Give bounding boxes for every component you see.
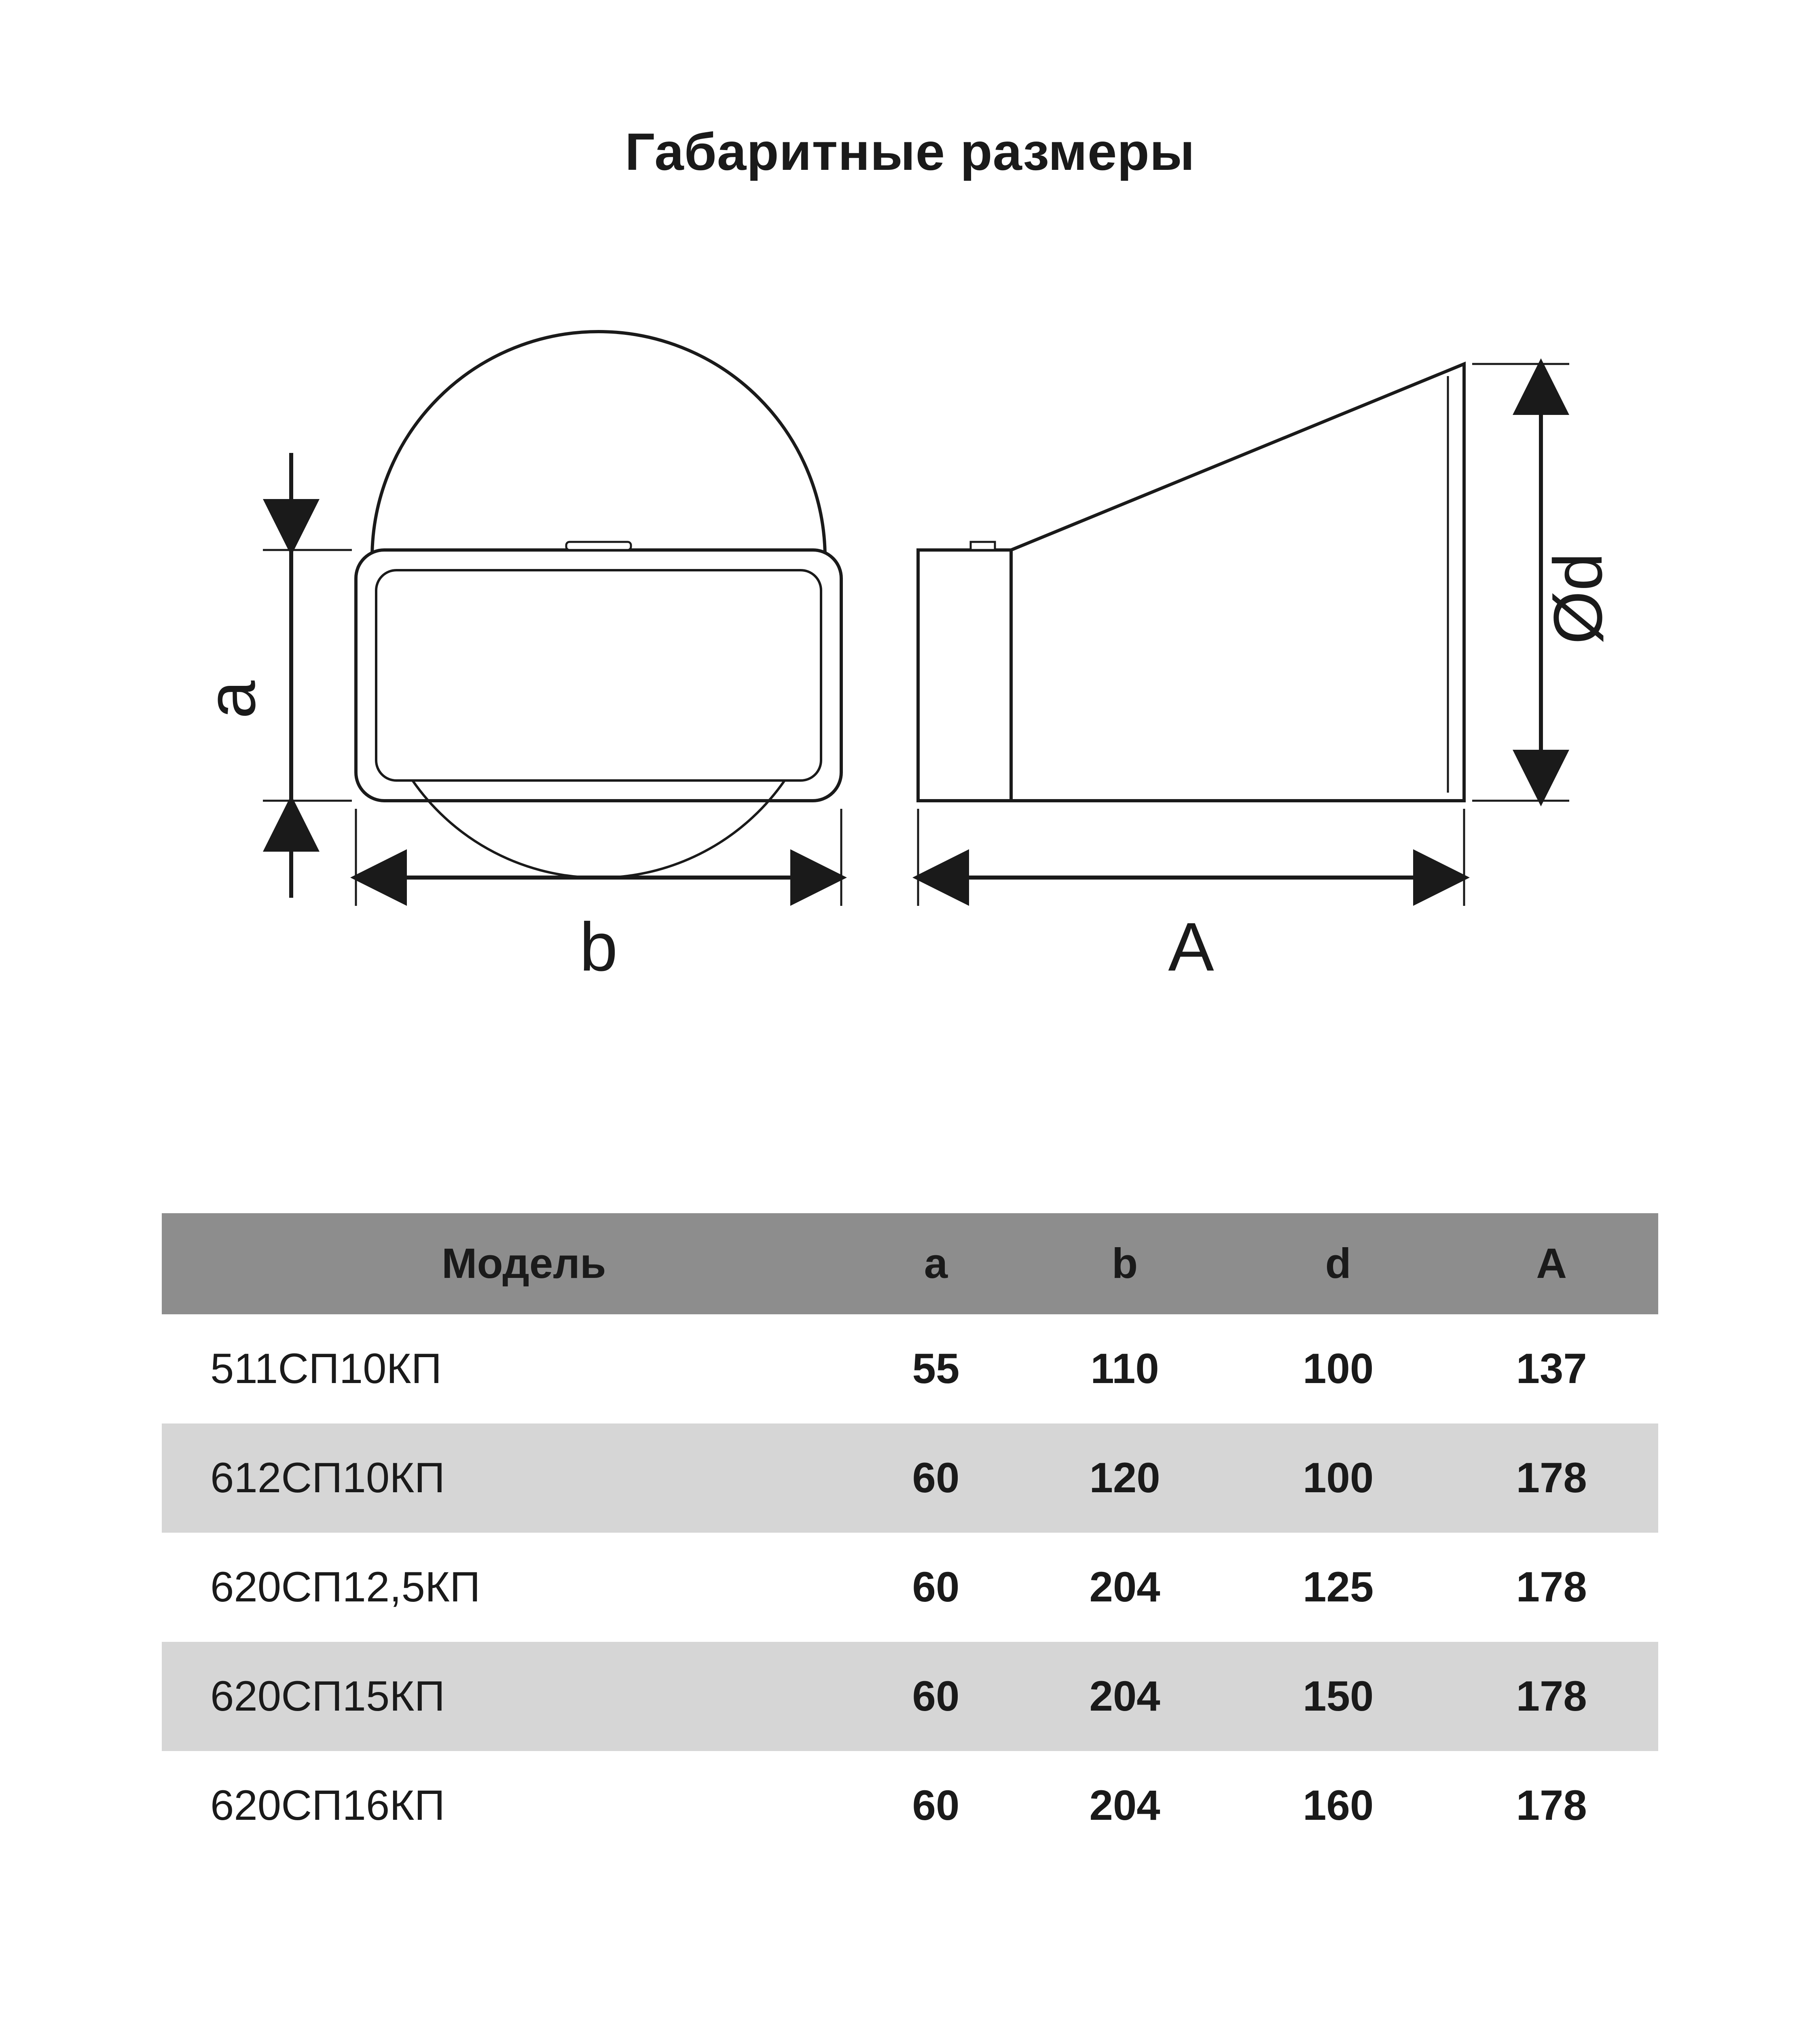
technical-diagram: a b Ød A: [162, 283, 1658, 1011]
cell-A: 137: [1445, 1314, 1658, 1423]
cell-d: 160: [1232, 1751, 1445, 1860]
dim-label-d: Ød: [1540, 553, 1617, 645]
cell-A: 178: [1445, 1642, 1658, 1751]
table-row: 612СП10КП 60 120 100 178: [162, 1423, 1658, 1533]
cell-A: 178: [1445, 1533, 1658, 1642]
cell-d: 150: [1232, 1642, 1445, 1751]
cell-d: 100: [1232, 1314, 1445, 1423]
cell-a: 60: [854, 1423, 1018, 1533]
col-A: A: [1445, 1213, 1658, 1314]
table-row: 620СП16КП 60 204 160 178: [162, 1751, 1658, 1860]
page-title: Габаритные размеры: [162, 121, 1658, 182]
cell-model: 612СП10КП: [162, 1423, 854, 1533]
cell-model: 511СП10КП: [162, 1314, 854, 1423]
cell-a: 60: [854, 1642, 1018, 1751]
cell-A: 178: [1445, 1423, 1658, 1533]
cell-A: 178: [1445, 1751, 1658, 1860]
table-row: 511СП10КП 55 110 100 137: [162, 1314, 1658, 1423]
dim-label-a: a: [193, 680, 270, 719]
cell-b: 204: [1018, 1751, 1232, 1860]
cell-b: 204: [1018, 1533, 1232, 1642]
cell-model: 620СП12,5КП: [162, 1533, 854, 1642]
col-b: b: [1018, 1213, 1232, 1314]
table-header-row: Модель a b d A: [162, 1213, 1658, 1314]
cell-d: 125: [1232, 1533, 1445, 1642]
table-row: 620СП15КП 60 204 150 178: [162, 1642, 1658, 1751]
cell-a: 60: [854, 1533, 1018, 1642]
cell-a: 60: [854, 1751, 1018, 1860]
dimensions-table: Модель a b d A 511СП10КП 55 110 100 137 …: [162, 1213, 1658, 1860]
col-model: Модель: [162, 1213, 854, 1314]
table-row: 620СП12,5КП 60 204 125 178: [162, 1533, 1658, 1642]
cell-b: 204: [1018, 1642, 1232, 1751]
cell-b: 110: [1018, 1314, 1232, 1423]
col-a: a: [854, 1213, 1018, 1314]
cell-b: 120: [1018, 1423, 1232, 1533]
cell-model: 620СП16КП: [162, 1751, 854, 1860]
dim-label-b: b: [580, 909, 618, 986]
cell-model: 620СП15КП: [162, 1642, 854, 1751]
cell-d: 100: [1232, 1423, 1445, 1533]
dim-label-A: A: [1168, 909, 1214, 986]
col-d: d: [1232, 1213, 1445, 1314]
cell-a: 55: [854, 1314, 1018, 1423]
